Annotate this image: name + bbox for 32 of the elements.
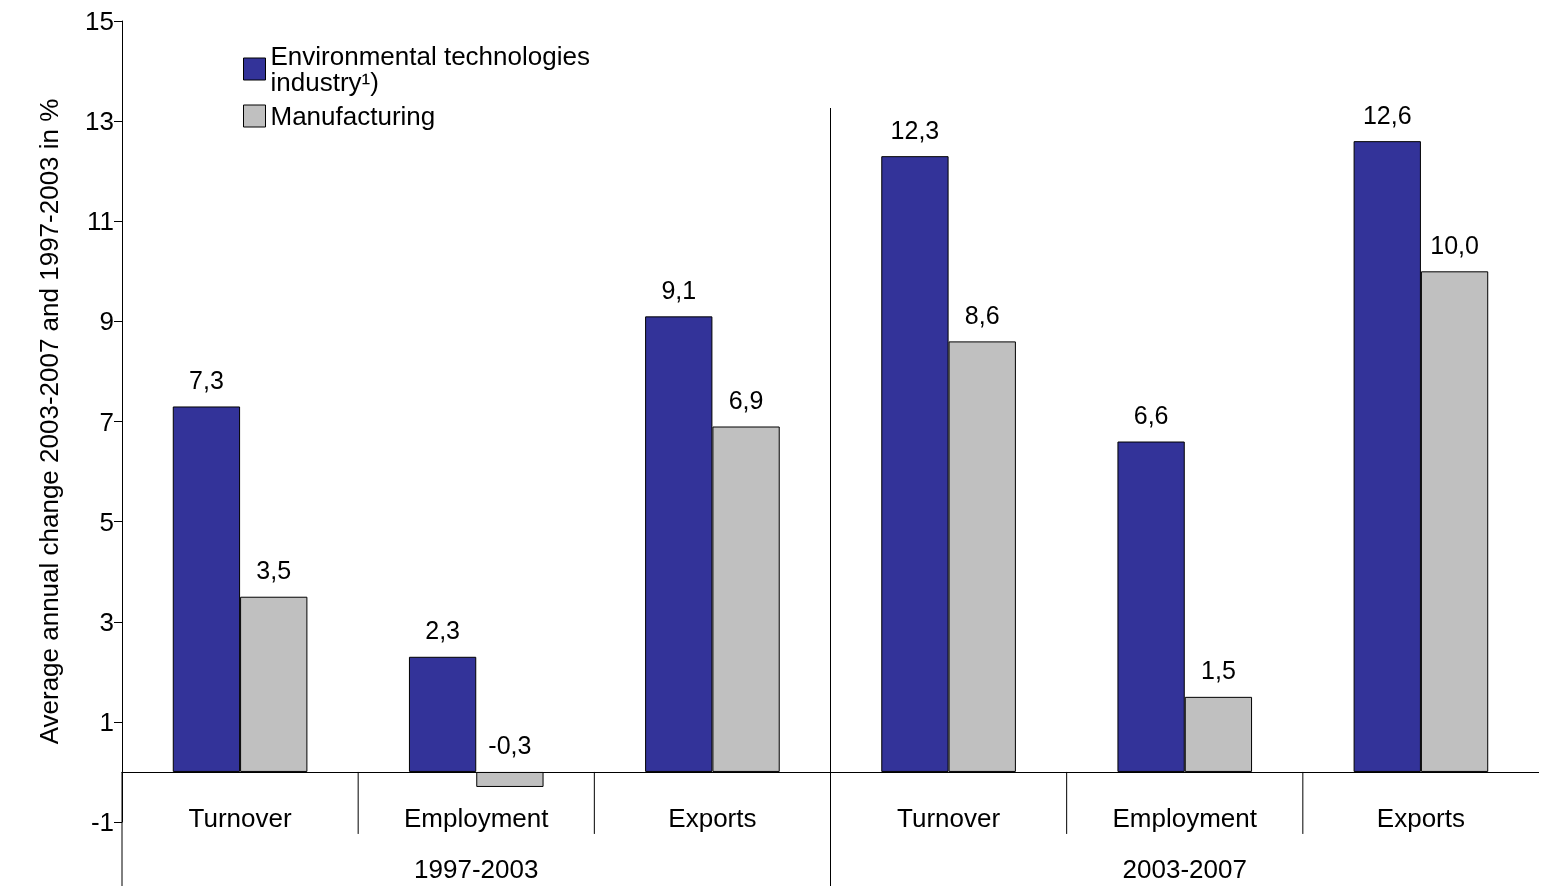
data-label: 1,5 [1201,656,1236,685]
data-label: 12,3 [890,115,940,144]
y-tick-label: -1 [90,807,114,837]
y-tick-label: 1 [99,706,114,737]
x-tick-label: Turnover [897,803,1001,833]
data-label: 3,5 [256,556,292,585]
y-tick-label: 3 [99,606,114,637]
y-tick-label: 11 [87,206,114,237]
x-tick-label: Turnover [188,803,292,833]
data-label: -0,3 [488,731,532,760]
data-label: 8,6 [964,300,1000,329]
y-tick-label: 7 [99,406,114,437]
y-tick-label: 5 [99,506,114,537]
y-tick-label: 9 [99,306,114,337]
y-axis-title: Average annual change 2003-2007 and 1997-2003 in % [34,98,64,745]
legend-label: Environmental technologies industry¹) [270,41,598,97]
x-tick-label: Exports [1376,803,1465,833]
text: 2003-2007 [1122,854,1247,884]
data-label: 10,0 [1430,230,1479,259]
data-label: 6,9 [728,386,764,415]
data-label: 7,3 [189,365,224,394]
data-label: 12,6 [1362,100,1412,129]
x-tick-label: Employment [404,803,550,833]
y-tick-label: 15 [85,6,114,36]
x-tick-label: Employment [1112,803,1258,833]
legend-label: Manufacturing [270,101,436,131]
data-label: 2,3 [425,616,460,645]
data-label: 9,1 [661,275,697,304]
text: 1997-2003 [414,854,539,884]
y-tick-label: 13 [85,106,114,137]
data-label: 6,6 [1133,401,1169,430]
x-tick-label: Exports [668,803,757,833]
